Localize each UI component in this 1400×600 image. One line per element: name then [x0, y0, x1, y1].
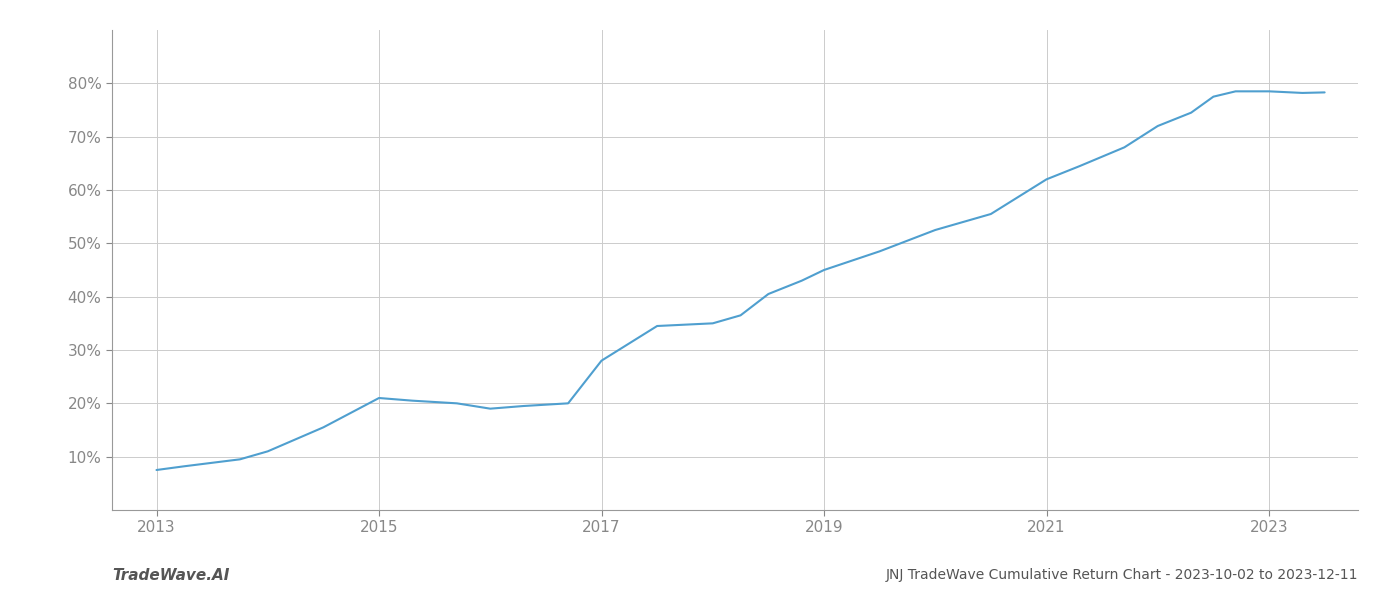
Text: TradeWave.AI: TradeWave.AI — [112, 568, 230, 583]
Text: JNJ TradeWave Cumulative Return Chart - 2023-10-02 to 2023-12-11: JNJ TradeWave Cumulative Return Chart - … — [885, 568, 1358, 581]
